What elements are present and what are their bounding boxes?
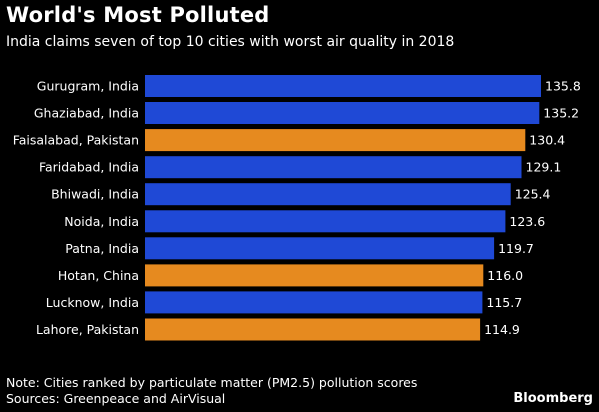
category-label: Ghaziabad, India: [34, 106, 139, 121]
chart-title: World's Most Polluted: [6, 3, 270, 27]
bar: [145, 210, 506, 233]
value-label: 114.9: [484, 322, 520, 337]
category-label: Hotan, China: [58, 268, 139, 283]
category-label: Noida, India: [64, 214, 139, 229]
bar: [145, 102, 540, 124]
value-label: 130.4: [529, 133, 565, 148]
chart-note: Note: Cities ranked by particulate matte…: [6, 375, 418, 390]
category-label: Gurugram, India: [37, 79, 139, 94]
bar: [145, 75, 541, 97]
category-label: Faridabad, India: [39, 160, 139, 175]
value-label: 125.4: [515, 187, 551, 202]
chart-sources: Sources: Greenpeace and AirVisual: [6, 391, 226, 406]
value-label: 129.1: [526, 160, 562, 175]
category-label: Bhiwadi, India: [51, 187, 139, 202]
category-label: Faisalabad, Pakistan: [13, 133, 139, 148]
brand-logo: Bloomberg: [513, 391, 593, 406]
value-label: 119.7: [498, 241, 534, 256]
bar: [145, 156, 522, 179]
value-label: 116.0: [487, 268, 523, 283]
category-label: Lahore, Pakistan: [36, 322, 139, 337]
bar: [145, 318, 481, 341]
bar: [145, 291, 483, 314]
value-label: 123.6: [509, 214, 545, 229]
bar: [145, 264, 484, 287]
bar-chart: Gurugram, India 135.8 Ghaziabad, India 135.…: [13, 75, 581, 341]
bar: [145, 129, 526, 152]
bar: [145, 183, 511, 206]
category-label: Patna, India: [65, 241, 139, 256]
value-label: 135.8: [545, 79, 581, 94]
bar: [145, 237, 495, 260]
chart-subtitle: India claims seven of top 10 cities with…: [6, 34, 455, 50]
category-label: Lucknow, India: [46, 295, 139, 310]
value-label: 115.7: [486, 295, 522, 310]
value-label: 135.2: [543, 106, 579, 121]
